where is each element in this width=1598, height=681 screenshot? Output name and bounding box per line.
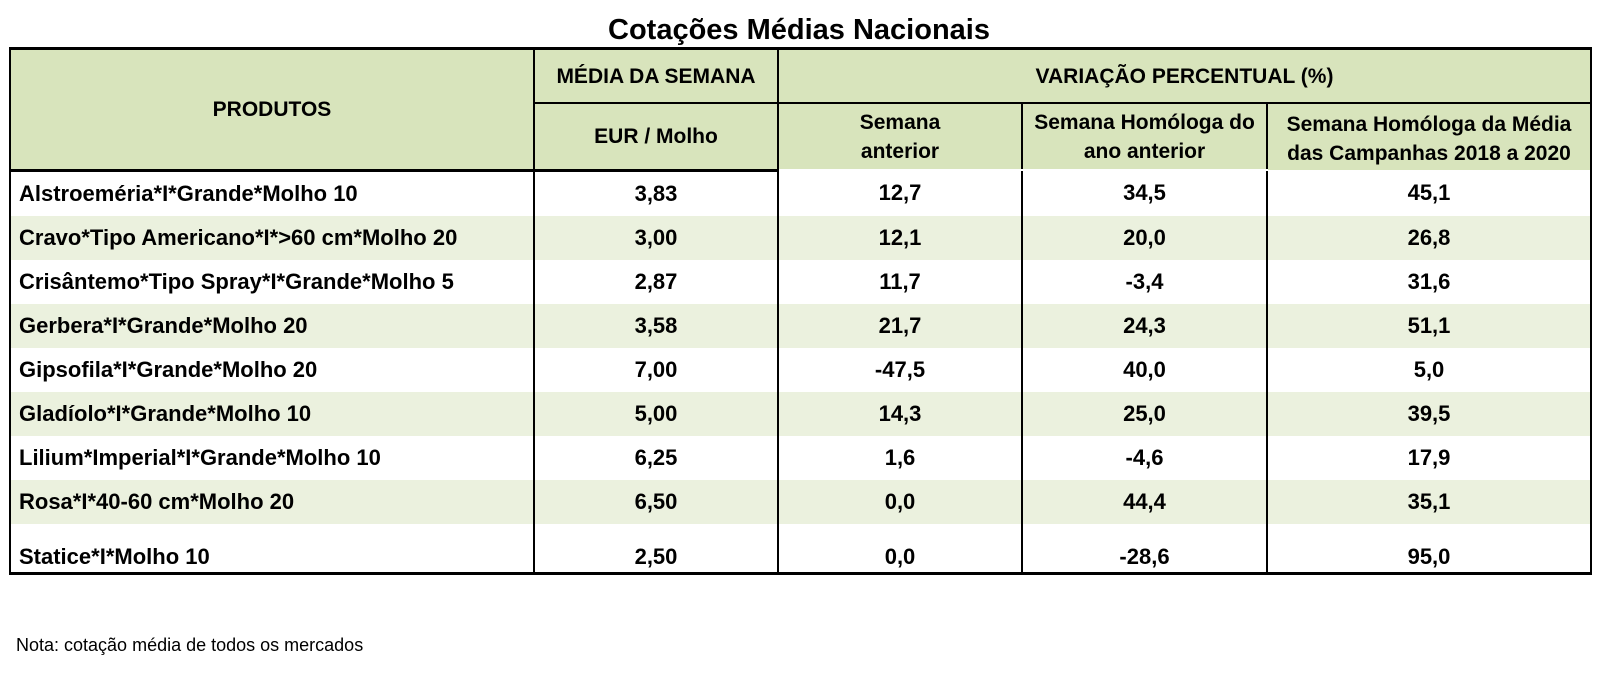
media-cell: 6,25 xyxy=(533,435,779,480)
homologa-campanhas-cell: 31,6 xyxy=(1266,259,1592,304)
header-variacao: VARIAÇÃO PERCENTUAL (%) xyxy=(777,47,1592,104)
semana-anterior-cell: -47,5 xyxy=(777,347,1023,392)
product-cell: Gerbera*I*Grande*Molho 20 xyxy=(9,303,535,348)
media-cell: 3,00 xyxy=(533,215,779,260)
homologa-ano-cell: -28,6 xyxy=(1021,523,1268,575)
product-cell: Gipsofila*I*Grande*Molho 20 xyxy=(9,347,535,392)
header-media-semana: MÉDIA DA SEMANA xyxy=(533,47,779,104)
semana-anterior-cell: 21,7 xyxy=(777,303,1023,348)
media-cell: 7,00 xyxy=(533,347,779,392)
product-cell: Lilium*Imperial*I*Grande*Molho 10 xyxy=(9,435,535,480)
product-cell: Statice*I*Molho 10 xyxy=(9,523,535,575)
semana-anterior-cell: 0,0 xyxy=(777,479,1023,524)
media-cell: 6,50 xyxy=(533,479,779,524)
product-cell: Alstroeméria*I*Grande*Molho 10 xyxy=(9,170,535,216)
homologa-campanhas-cell: 5,0 xyxy=(1266,347,1592,392)
homologa-ano-cell: 25,0 xyxy=(1021,391,1268,436)
homologa-campanhas-cell: 95,0 xyxy=(1266,523,1592,575)
product-cell: Cravo*Tipo Americano*I*>60 cm*Molho 20 xyxy=(9,215,535,260)
homologa-ano-cell: 20,0 xyxy=(1021,215,1268,260)
homologa-ano-cell: 44,4 xyxy=(1021,479,1268,524)
media-cell: 2,87 xyxy=(533,259,779,304)
media-cell: 3,58 xyxy=(533,303,779,348)
media-cell: 3,83 xyxy=(533,170,779,216)
table-row: Rosa*I*40-60 cm*Molho 20 6,50 0,0 44,4 35,1 xyxy=(9,479,1592,524)
prices-table: PRODUTOS MÉDIA DA SEMANA VARIAÇÃO PERCEN… xyxy=(9,47,1592,575)
product-cell: Crisântemo*Tipo Spray*I*Grande*Molho 5 xyxy=(9,259,535,304)
homologa-campanhas-cell: 35,1 xyxy=(1266,479,1592,524)
table-row: Gladíolo*I*Grande*Molho 10 5,00 14,3 25,0 39… xyxy=(9,391,1592,436)
homologa-ano-cell: 40,0 xyxy=(1021,347,1268,392)
page-title: Cotações Médias Nacionais xyxy=(608,14,990,46)
homologa-campanhas-cell: 45,1 xyxy=(1266,170,1592,216)
media-cell: 2,50 xyxy=(533,523,779,575)
header-homologa-campanhas: Semana Homóloga da Média das Campanhas 2… xyxy=(1266,103,1592,170)
table-row: Gerbera*I*Grande*Molho 20 3,58 21,7 24,3 51,… xyxy=(9,303,1592,348)
semana-anterior-cell: 11,7 xyxy=(777,259,1023,304)
table-row: Statice*I*Molho 10 2,50 0,0 -28,6 95,0 xyxy=(9,523,1592,575)
homologa-ano-cell: 24,3 xyxy=(1021,303,1268,348)
semana-anterior-cell: 12,1 xyxy=(777,215,1023,260)
homologa-ano-cell: -4,6 xyxy=(1021,435,1268,480)
homologa-ano-cell: -3,4 xyxy=(1021,259,1268,304)
homologa-campanhas-cell: 17,9 xyxy=(1266,435,1592,480)
header-produtos: PRODUTOS xyxy=(9,47,535,172)
semana-anterior-cell: 1,6 xyxy=(777,435,1023,480)
header-unidade: EUR / Molho xyxy=(533,103,779,172)
semana-anterior-cell: 12,7 xyxy=(777,170,1023,216)
header-homologa-ano-anterior: Semana Homóloga do ano anterior xyxy=(1021,103,1268,171)
table-row: Gipsofila*I*Grande*Molho 20 7,00 -47,5 40,0… xyxy=(9,347,1592,392)
table-row: Alstroeméria*I*Grande*Molho 10 3,83 12,7 34… xyxy=(9,170,1592,216)
product-cell: Rosa*I*40-60 cm*Molho 20 xyxy=(9,479,535,524)
footnote: Nota: cotação média de todos os mercados xyxy=(16,635,364,655)
homologa-campanhas-cell: 26,8 xyxy=(1266,215,1592,260)
semana-anterior-cell: 14,3 xyxy=(777,391,1023,436)
product-cell: Gladíolo*I*Grande*Molho 10 xyxy=(9,391,535,436)
table-row: Cravo*Tipo Americano*I*>60 cm*Molho 20 3,… xyxy=(9,215,1592,260)
table-row: Crisântemo*Tipo Spray*I*Grande*Molho 5 2,… xyxy=(9,259,1592,304)
media-cell: 5,00 xyxy=(533,391,779,436)
semana-anterior-cell: 0,0 xyxy=(777,523,1023,575)
homologa-campanhas-cell: 39,5 xyxy=(1266,391,1592,436)
header-semana-anterior: Semana anterior xyxy=(777,103,1023,171)
table-row: Lilium*Imperial*I*Grande*Molho 10 6,25 1,6… xyxy=(9,435,1592,480)
homologa-ano-cell: 34,5 xyxy=(1021,170,1268,216)
homologa-campanhas-cell: 51,1 xyxy=(1266,303,1592,348)
